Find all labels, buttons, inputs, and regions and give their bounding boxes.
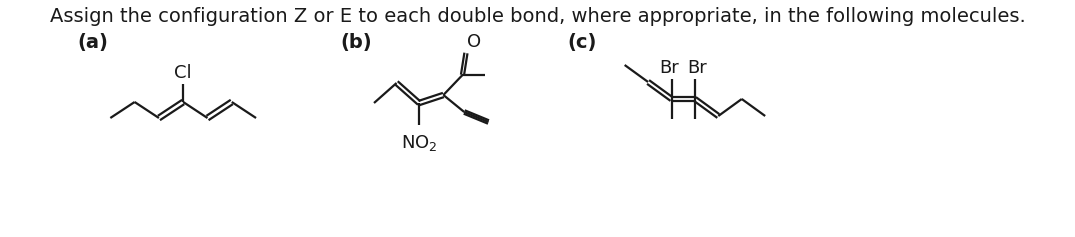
Text: NO$_2$: NO$_2$: [401, 133, 438, 153]
Text: O: O: [467, 33, 481, 51]
Text: Cl: Cl: [174, 64, 192, 82]
Text: Br: Br: [688, 59, 707, 77]
Text: (b): (b): [340, 32, 372, 51]
Text: (a): (a): [77, 32, 109, 51]
Text: Br: Br: [659, 59, 678, 77]
Text: (c): (c): [568, 32, 597, 51]
Text: Assign the configuration Z or E to each double bond, where appropriate, in the f: Assign the configuration Z or E to each …: [49, 7, 1026, 26]
